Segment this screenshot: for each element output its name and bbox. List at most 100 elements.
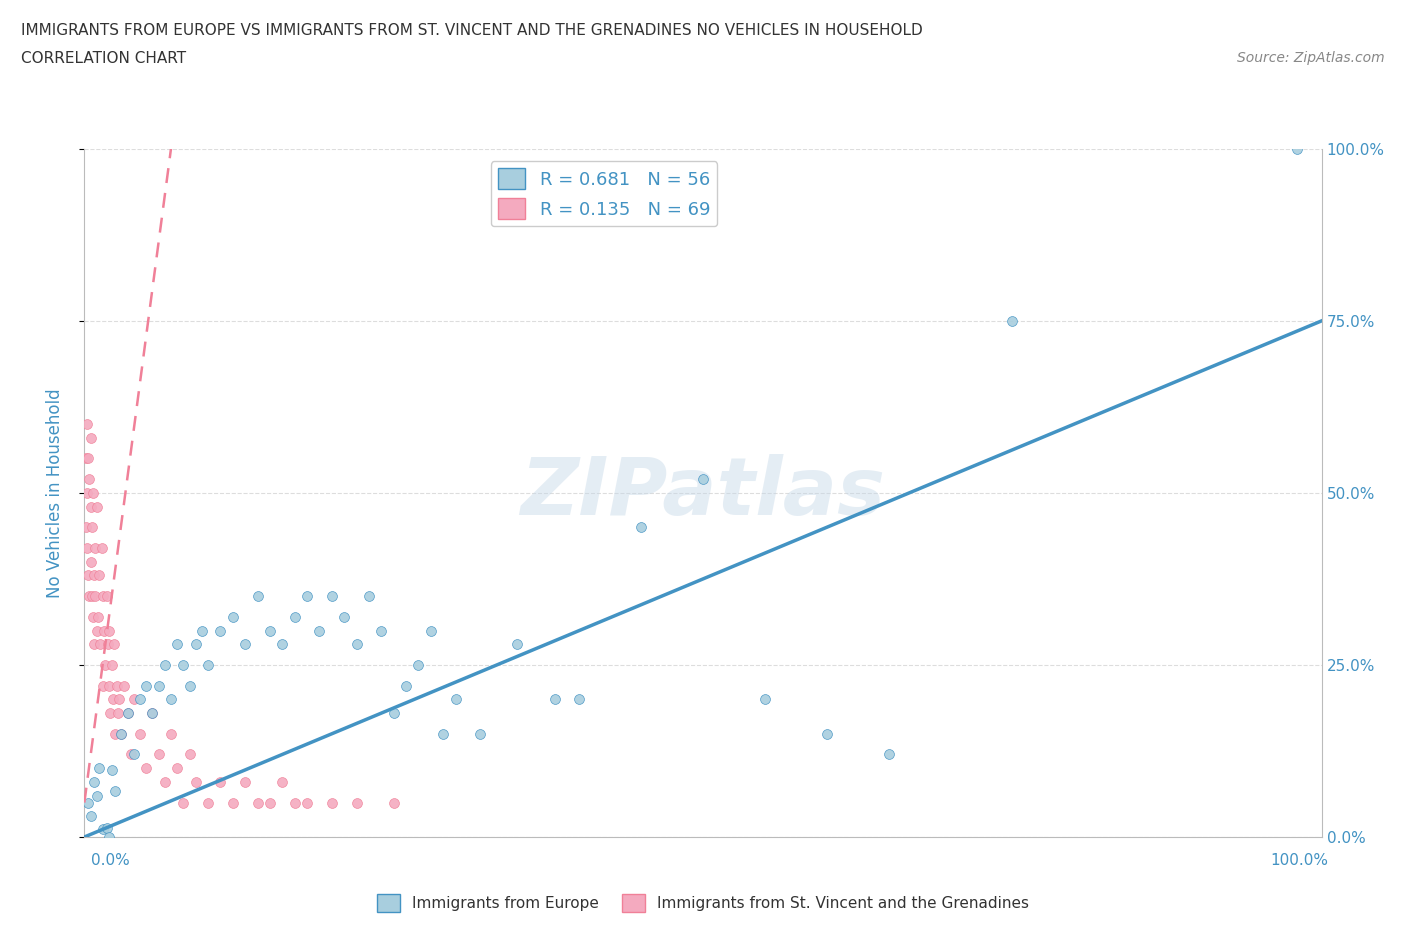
Point (432, 726, 454, 741)
Point (120, 747, 142, 762)
Point (103, 637, 125, 652)
Point (259, 795, 281, 810)
Point (815, 726, 838, 741)
Point (76, 540, 98, 555)
Point (321, 589, 343, 604)
Legend: Immigrants from Europe, Immigrants from St. Vincent and the Grenadines: Immigrants from Europe, Immigrants from … (371, 888, 1035, 918)
Point (197, 795, 219, 810)
Point (568, 692, 591, 707)
Point (395, 678, 418, 693)
Point (79, 472, 101, 486)
Point (94, 658, 117, 672)
Point (160, 726, 183, 741)
Point (1285, 141, 1308, 156)
Point (84, 540, 107, 555)
Point (135, 678, 157, 693)
Point (129, 726, 152, 741)
Point (191, 623, 214, 638)
Point (122, 747, 145, 762)
Point (284, 609, 307, 624)
Point (233, 637, 256, 652)
Point (117, 706, 139, 721)
Point (110, 726, 132, 741)
Point (86, 789, 108, 804)
Point (184, 775, 207, 790)
Point (357, 589, 380, 604)
Legend: R = 0.681   N = 56, R = 0.135   N = 69: R = 0.681 N = 56, R = 0.135 N = 69 (491, 161, 717, 226)
Point (630, 520, 652, 535)
Point (172, 658, 194, 672)
Point (80, 589, 103, 604)
Point (153, 775, 176, 790)
Point (98, 678, 121, 693)
Point (346, 637, 368, 652)
Point (75, 451, 97, 466)
Point (75, 520, 97, 535)
Point (96, 820, 118, 835)
Point (271, 775, 294, 790)
Point (89, 761, 111, 776)
Text: IMMIGRANTS FROM EUROPE VS IMMIGRANTS FROM ST. VINCENT AND THE GRENADINES NO VEHI: IMMIGRANTS FROM EUROPE VS IMMIGRANTS FRO… (21, 23, 922, 38)
Point (148, 678, 170, 693)
Point (271, 637, 294, 652)
Point (222, 795, 245, 810)
Point (79, 499, 101, 514)
Point (321, 795, 343, 810)
Point (77, 568, 100, 583)
Point (233, 775, 256, 790)
Point (166, 761, 188, 776)
Point (80, 520, 103, 535)
Point (141, 706, 163, 721)
Point (90, 540, 112, 555)
Point (408, 658, 430, 672)
Point (91, 678, 114, 693)
Point (77, 795, 100, 810)
Point (470, 726, 492, 741)
Point (82, 609, 104, 624)
Point (179, 747, 201, 762)
Text: CORRELATION CHART: CORRELATION CHART (21, 51, 186, 66)
Text: Source: ZipAtlas.com: Source: ZipAtlas.com (1237, 51, 1385, 65)
Point (246, 795, 269, 810)
Point (148, 747, 170, 762)
Point (107, 706, 129, 721)
Point (105, 678, 128, 693)
Point (83, 637, 105, 652)
Point (172, 795, 194, 810)
Point (754, 692, 776, 707)
Point (370, 623, 392, 638)
Point (84, 589, 107, 604)
Text: ZIPatlas: ZIPatlas (520, 454, 886, 532)
Point (98, 623, 121, 638)
Point (93, 623, 115, 638)
Point (82, 485, 104, 500)
Point (83, 568, 105, 583)
Point (1001, 313, 1024, 328)
Point (96, 589, 118, 604)
Point (153, 658, 176, 672)
Point (877, 747, 900, 762)
Point (89, 568, 111, 583)
Point (89, 637, 111, 652)
Point (79, 809, 101, 824)
Point (98, 706, 121, 721)
Point (506, 637, 529, 652)
Point (222, 609, 245, 624)
Point (108, 692, 131, 707)
Point (79, 431, 101, 445)
Point (83, 775, 105, 790)
Point (346, 795, 368, 810)
Point (86, 499, 108, 514)
Point (382, 795, 405, 810)
Text: 0.0%: 0.0% (91, 853, 131, 868)
Point (179, 678, 201, 693)
Point (87, 609, 110, 624)
Point (543, 692, 565, 707)
Point (117, 706, 139, 721)
Point (91, 822, 114, 837)
Point (79, 589, 101, 604)
Point (76, 485, 98, 500)
Point (129, 692, 152, 707)
Point (259, 623, 281, 638)
Point (692, 472, 714, 486)
